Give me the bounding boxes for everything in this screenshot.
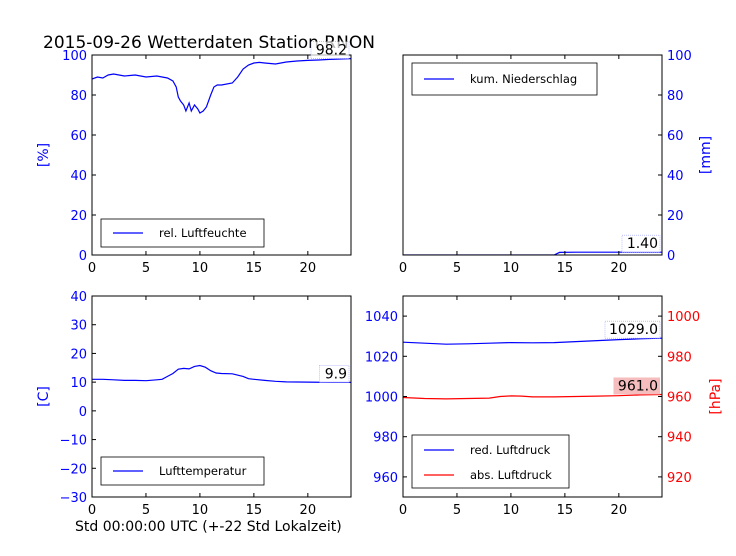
value-label-box <box>621 234 661 253</box>
value-label-box <box>604 320 661 339</box>
y-tick-label: −20 <box>60 462 87 477</box>
y-tick-label: 1040 <box>365 310 398 325</box>
y-tick-label: 0 <box>79 249 87 264</box>
legend-label: kum. Niederschlag <box>470 72 577 86</box>
y-tick-label: 0 <box>79 405 87 420</box>
y-tick-label: 980 <box>373 431 398 446</box>
last-value-label: 1.40 <box>627 236 658 252</box>
y2-tick-label: 80 <box>667 89 684 104</box>
panel-top-left: 0 5 10 15 20 0 20 40 60 80 100 [%] rel. Luftfeuchte 9… <box>36 41 352 276</box>
x-tick-label: 10 <box>192 503 209 518</box>
series-line-1 <box>403 393 662 400</box>
y2-tick-label: 980 <box>667 350 692 365</box>
y-tick-label: −30 <box>60 491 87 506</box>
x-tick-label: 20 <box>611 261 628 276</box>
legend-label: rel. Luftfeuchte <box>159 226 247 240</box>
y-tick-label: 100 <box>62 49 87 64</box>
last-value-label: 1029.0 <box>609 322 658 338</box>
figure-title: 2015-09-26 Wetterdaten Station RNON <box>43 33 375 53</box>
axes-frame <box>91 295 352 498</box>
y-tick-label: 40 <box>70 169 87 184</box>
x-tick-label: 15 <box>246 261 263 276</box>
last-value-label: 98.2 <box>316 43 347 59</box>
y2-tick-label: 100 <box>667 49 692 64</box>
figure-xlabel: Std 00:00:00 UTC (+-22 Std Lokalzeit) <box>75 519 342 535</box>
x-tick-label: 20 <box>300 261 317 276</box>
legend-label: Lufttemperatur <box>159 464 247 478</box>
x-tick-label: 5 <box>453 261 461 276</box>
y-axis-label: [mm] <box>698 136 714 174</box>
y-tick-label: 960 <box>373 471 398 486</box>
y2-tick-label: 20 <box>667 209 684 224</box>
value-label-box <box>613 377 660 395</box>
y-axis-label: [C] <box>36 386 52 407</box>
axes-frame <box>402 54 663 256</box>
x-tick-label: 10 <box>503 503 520 518</box>
value-label-box <box>310 41 350 59</box>
y-tick-label: 60 <box>70 129 87 144</box>
x-tick-label: 5 <box>142 261 150 276</box>
axes-frame <box>91 54 352 256</box>
x-tick-label: 10 <box>192 261 209 276</box>
y2-tick-label: 940 <box>667 431 692 446</box>
last-value-label: 961.0 <box>618 378 658 394</box>
x-tick-label: 20 <box>611 503 628 518</box>
value-label-box <box>319 365 350 383</box>
x-tick-label: 15 <box>557 261 574 276</box>
y2-tick-label: 60 <box>667 129 684 144</box>
series-line-0 <box>92 58 351 114</box>
y-tick-label: 20 <box>70 209 87 224</box>
y2-tick-label: 960 <box>667 391 692 406</box>
y-tick-label: 1000 <box>365 391 398 406</box>
series-line-0 <box>403 337 662 345</box>
x-tick-label: 15 <box>246 503 263 518</box>
panel-bottom-left: 0 5 10 15 20 −30 −20 −10 0 10 20 30 40 [C] Lufttempera… <box>36 290 352 518</box>
x-tick-label: 0 <box>88 503 96 518</box>
x-tick-label: 0 <box>399 503 407 518</box>
x-tick-label: 10 <box>503 261 520 276</box>
y-tick-label: 20 <box>70 347 87 362</box>
y-tick-label: 10 <box>70 376 87 391</box>
panel-top-right: 0 5 10 15 20 0 20 40 60 80 100 [mm] kum. Niederschla… <box>399 49 714 276</box>
y2-tick-label: 0 <box>667 249 675 264</box>
x-tick-label: 0 <box>88 261 96 276</box>
legend-box <box>411 434 570 489</box>
x-tick-label: 15 <box>557 503 574 518</box>
legend-label: red. Luftdruck <box>470 443 551 457</box>
y-tick-label: 30 <box>70 319 87 334</box>
y2-tick-label: 920 <box>667 471 692 486</box>
x-tick-label: 5 <box>142 503 150 518</box>
y-tick-label: −10 <box>60 434 87 449</box>
series-line-0 <box>92 364 351 383</box>
panel-bottom-right: 0 5 10 15 20 960 980 1000 1020 1040 920 940 960 980 10… <box>365 295 724 518</box>
y2-tick-label: 1000 <box>667 310 700 325</box>
y-axis-label: [hPa] <box>708 378 724 414</box>
y-tick-label: 40 <box>70 290 87 305</box>
y-tick-label: 80 <box>70 89 87 104</box>
y2-tick-label: 40 <box>667 169 684 184</box>
x-tick-label: 5 <box>453 503 461 518</box>
legend-label: abs. Luftdruck <box>470 468 552 482</box>
y-tick-label: 1020 <box>365 350 398 365</box>
y-axis-label: [%] <box>36 143 52 167</box>
x-tick-label: 0 <box>399 261 407 276</box>
last-value-label: 9.9 <box>325 366 347 382</box>
x-tick-label: 20 <box>300 503 317 518</box>
